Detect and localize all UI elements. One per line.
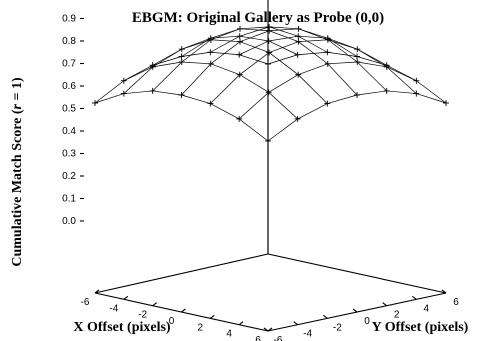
x-tick-label: 4 (226, 329, 232, 340)
y-tick-mark (352, 308, 358, 313)
y-tick-label: -6 (274, 335, 283, 341)
x-axis-label: X Offset (pixels) (73, 320, 171, 335)
z-tick-label: 0.7 (62, 59, 76, 70)
y-tick-mark (263, 327, 269, 332)
x-tick-mark (152, 302, 157, 307)
y-axis-label: Y Offset (pixels) (372, 320, 469, 335)
y-tick-label: 6 (453, 297, 459, 308)
y-tick-mark (441, 289, 447, 294)
x-tick-mark (181, 308, 186, 313)
y-tick-label: 2 (394, 310, 400, 321)
z-tick-label: 0.4 (62, 126, 76, 137)
surface-line-x (181, 28, 358, 96)
floor-back-left (94, 253, 269, 294)
y-tick-mark (412, 295, 417, 300)
x-tick-label: 0 (169, 316, 175, 327)
x-tick-label: -4 (109, 303, 118, 314)
z-tick-label: 0.0 (62, 216, 76, 227)
y-tick-label: -2 (333, 322, 342, 333)
chart-title: EBGM: Original Gallery as Probe (0,0) (132, 10, 384, 26)
z-tick-label: 0.2 (62, 171, 76, 182)
z-axis-label: Cumulative Match Score (r = 1) (10, 77, 25, 267)
x-tick-mark (238, 321, 244, 326)
x-tick-label: 2 (198, 322, 204, 333)
z-tick-label: 0.3 (62, 149, 76, 160)
floor-back-right (267, 253, 447, 294)
z-tick-label: 0.1 (62, 194, 76, 205)
x-tick-mark (94, 289, 100, 294)
y-tick-label: -4 (303, 329, 312, 340)
x-tick-label: -2 (138, 310, 147, 321)
y-tick-mark (293, 321, 298, 326)
y-tick-mark (323, 314, 328, 319)
z-tick-label: 0.6 (62, 81, 76, 92)
z-tick-label: 0.8 (62, 36, 76, 47)
y-tick-label: 4 (424, 303, 430, 314)
z-tick-label: 0.9 (62, 14, 76, 25)
y-tick-mark (382, 302, 387, 307)
z-tick-label: 1.0 (62, 0, 76, 2)
z-tick-label: 0.5 (62, 104, 76, 115)
x-tick-mark (210, 314, 215, 319)
x-tick-mark (267, 327, 273, 332)
x-tick-label: 6 (255, 335, 261, 341)
plot-area: 1.0 0.9 0.8 0.7 0.6 0.5 0.4 0.3 0.2 0.1 0.0 -6 -4 -2 0… (62, 0, 459, 341)
y-tick-label: 0 (364, 316, 370, 327)
x-tick-mark (123, 295, 129, 300)
x-tick-label: -6 (81, 297, 90, 308)
surface-line-y (181, 28, 358, 96)
